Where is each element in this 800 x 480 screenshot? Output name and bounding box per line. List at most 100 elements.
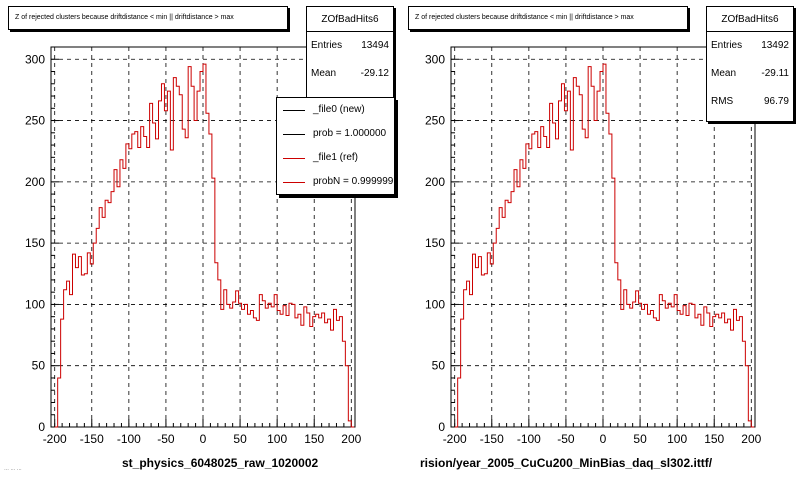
left-histogram-bin <box>191 86 194 427</box>
right-histogram-bin <box>600 72 603 427</box>
left-histogram-bin <box>319 318 322 427</box>
right-histogram-bin <box>728 319 731 427</box>
left-histogram-bin <box>194 121 197 427</box>
left-histogram-bin <box>203 64 206 427</box>
legend-line-file1 <box>283 158 305 159</box>
left-histogram-bin <box>322 313 325 427</box>
right-ytick-label-5: 250 <box>425 114 445 128</box>
right-histogram-bin <box>662 301 665 427</box>
left-histogram-bin <box>316 314 319 427</box>
right-histogram-bin <box>689 303 692 427</box>
left-histogram-bin <box>239 303 242 427</box>
right-histogram-bin <box>630 308 633 427</box>
right-histogram-svg: -200 -150 -100 -50 0 50 100 150 200 0 50 100 150 200 2… <box>425 46 762 446</box>
left-histogram-bin <box>153 123 156 427</box>
left-histogram-bin <box>70 295 73 427</box>
right-xtick-label-5: 50 <box>633 432 647 446</box>
left-stats-entries-label: Entries <box>311 40 343 51</box>
right-histogram-bin <box>710 326 713 427</box>
left-histogram-bin <box>286 315 289 427</box>
left-histogram-bin <box>135 132 138 427</box>
left-histogram-bin <box>108 203 111 427</box>
right-histogram-bin <box>502 217 505 427</box>
right-histogram-bin <box>603 64 606 427</box>
right-histogram-bin <box>665 308 668 427</box>
right-histogram-bin <box>541 127 544 427</box>
right-histogram-bin <box>719 318 722 427</box>
left-histogram-bin <box>250 311 253 427</box>
right-ytick-label-0: 0 <box>438 420 445 434</box>
left-histogram-bin <box>156 139 159 427</box>
right-histogram-bin <box>736 320 739 427</box>
right-histogram-bin <box>538 148 541 427</box>
right-histogram-bin <box>668 303 671 427</box>
right-histogram-bin <box>470 295 473 427</box>
legend-line-file0 <box>283 110 305 111</box>
right-histogram-bin <box>508 203 511 427</box>
left-histogram-bin <box>262 301 265 427</box>
right-ytick-label-4: 200 <box>425 175 445 189</box>
right-histogram-bin <box>615 263 618 427</box>
right-histogram-bin <box>639 303 642 427</box>
legend-entry-file0: _file0 (new) <box>277 98 394 122</box>
left-xtick-label-5: 50 <box>233 432 247 446</box>
left-histogram-bin <box>268 303 271 427</box>
left-histogram-bin <box>247 314 250 427</box>
left-histogram-bin <box>81 275 84 427</box>
left-histogram-bin <box>301 325 304 427</box>
right-histogram-bin <box>490 264 493 427</box>
right-stats-mean-label: Mean <box>711 68 737 79</box>
right-histogram-bin <box>576 86 579 427</box>
right-histogram-bin <box>642 309 645 427</box>
left-histogram-bin <box>325 323 328 427</box>
right-xtick-label-1: -150 <box>480 432 504 446</box>
left-xtick-label-0: -200 <box>43 432 67 446</box>
left-histogram-bin <box>274 295 277 427</box>
left-histogram-bin <box>129 149 132 427</box>
right-histogram-bin <box>499 208 502 427</box>
left-histogram-bin <box>295 318 298 427</box>
right-xtick-label-4: 0 <box>600 432 607 446</box>
right-histogram-panel: -200 -150 -100 -50 0 50 100 150 200 0 50 100 150 200 2… <box>400 0 800 480</box>
left-stats-mean-value: -29.12 <box>360 68 389 79</box>
left-histogram-bin <box>277 311 280 427</box>
left-histogram-bin <box>197 91 200 427</box>
left-histogram-bin <box>336 320 339 427</box>
right-histogram-bin <box>686 315 689 427</box>
right-histogram-bin <box>597 91 600 427</box>
left-histogram-bin <box>161 84 164 427</box>
left-histogram-bin <box>331 330 334 427</box>
left-histogram-bin <box>120 160 123 427</box>
right-histogram-bin <box>484 274 487 427</box>
right-histogram-bin <box>535 132 538 427</box>
left-histogram-bin <box>236 291 239 427</box>
left-x-axis-title: st_physics_6048025_raw_1020002 <box>122 456 319 470</box>
left-histogram-bin <box>280 314 283 427</box>
left-histogram-bin <box>87 253 90 427</box>
right-ytick-label-2: 100 <box>425 297 445 311</box>
right-x-axis-title: rision/year_2005_CuCu200_MinBias_daq_sl3… <box>420 456 713 470</box>
right-histogram-bin <box>570 150 573 427</box>
legend-entry-probn: probN = 0.999999 <box>277 170 394 194</box>
right-stats-mean-value: -29.11 <box>761 68 789 79</box>
right-histogram-bin <box>561 84 564 427</box>
left-histogram-bin <box>271 307 274 427</box>
left-histogram-bin <box>313 317 316 427</box>
left-histogram-bin <box>93 243 96 427</box>
left-histogram-bin <box>138 148 141 427</box>
right-ytick-label-1: 50 <box>432 359 446 373</box>
footer-text: … … … <box>4 466 22 472</box>
left-histogram-bin <box>283 306 286 427</box>
right-histogram-bin <box>564 111 567 427</box>
left-histogram-bin <box>75 268 78 427</box>
legend-label-file0: _file0 (new) <box>313 104 365 115</box>
right-histogram-bin <box>514 170 517 427</box>
legend-entry-file1: _file1 (ref) <box>277 146 394 170</box>
right-histogram-bin <box>633 302 636 427</box>
left-ytick-label-6: 300 <box>25 52 45 66</box>
left-histogram-bin <box>144 136 147 427</box>
left-histogram-bin <box>84 274 87 427</box>
left-histogram-bin <box>117 187 120 427</box>
left-histogram-bin <box>141 127 144 427</box>
left-xtick-label-8: 200 <box>341 432 361 446</box>
